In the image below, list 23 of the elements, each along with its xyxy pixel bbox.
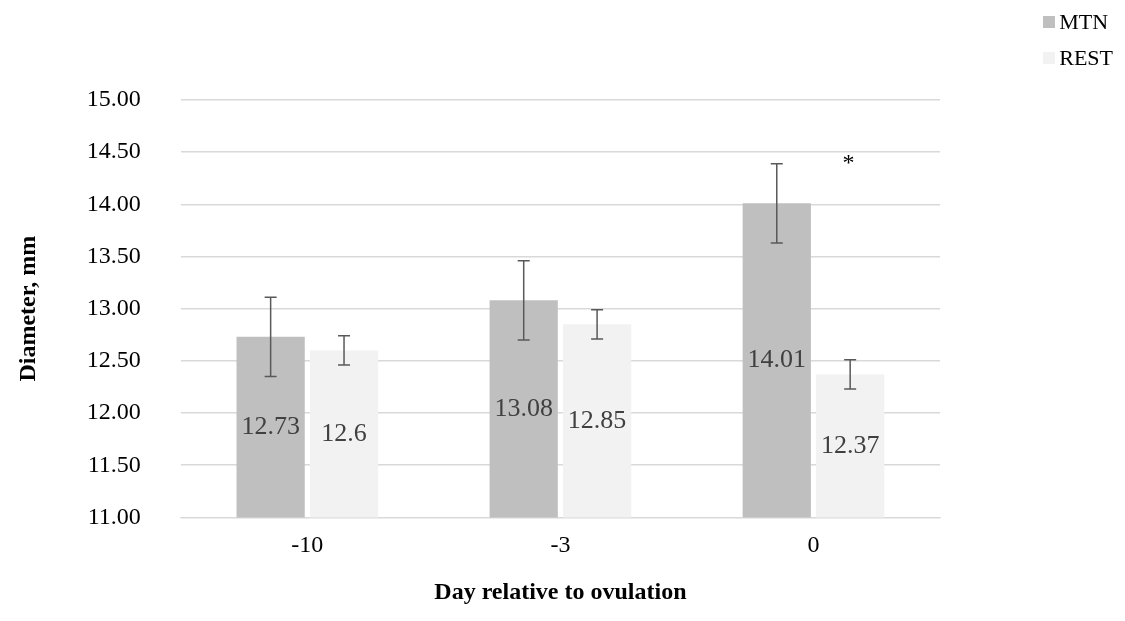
data-label: 12.85 — [567, 404, 627, 434]
x-axis-title: Day relative to ovulation — [434, 577, 687, 604]
y-tick-label: 12.50 — [86, 346, 141, 373]
y-tick-label: 14.50 — [86, 137, 141, 164]
y-tick-label: 11.00 — [87, 502, 141, 529]
y-tick-label: 12.00 — [86, 398, 141, 425]
y-tick-label: 13.50 — [86, 241, 141, 268]
x-tick-label: -10 — [291, 531, 324, 558]
data-label: 12.37 — [820, 429, 880, 459]
data-label: 13.08 — [494, 392, 553, 422]
annotation: * — [842, 149, 855, 176]
y-tick-label: 14.00 — [86, 189, 141, 216]
x-tick-label: 0 — [807, 531, 820, 558]
y-tick-label: 15.00 — [86, 85, 141, 112]
x-tick-label: -3 — [550, 531, 571, 558]
data-label: 12.6 — [321, 417, 367, 447]
data-label: 12.73 — [241, 410, 300, 440]
y-tick-label: 11.50 — [87, 450, 141, 477]
legend-label: REST — [1059, 45, 1113, 71]
data-label: 14.01 — [747, 344, 807, 374]
legend-label: MTN — [1059, 9, 1109, 35]
y-axis-title: Diameter, mm — [13, 235, 40, 382]
y-tick-label: 13.00 — [86, 294, 141, 320]
